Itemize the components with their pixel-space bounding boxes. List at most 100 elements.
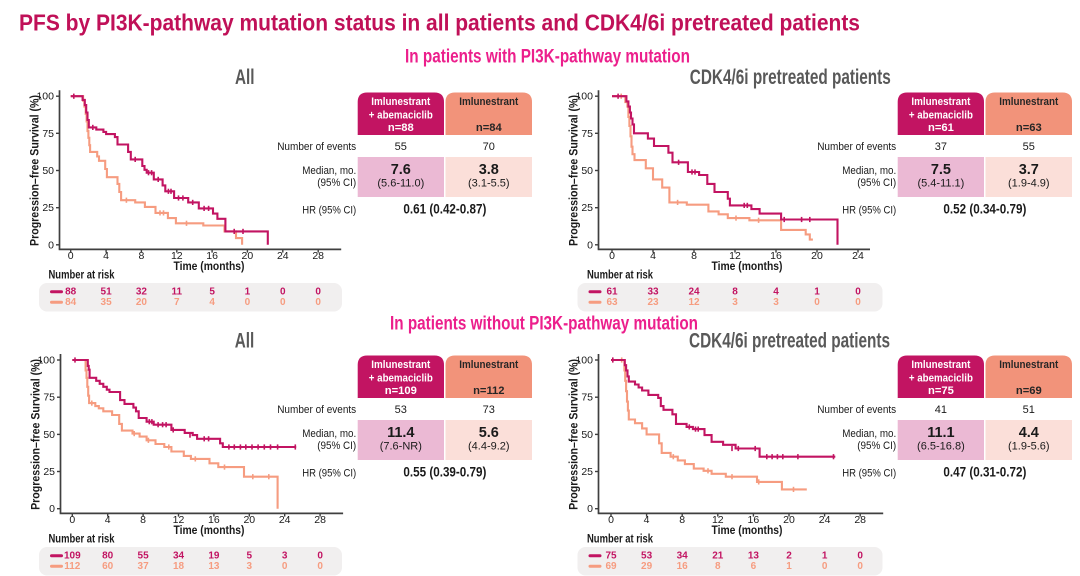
svg-text:0.55 (0.39-0.79): 0.55 (0.39-0.79) [403,464,486,480]
svg-text:(3.1-5.5): (3.1-5.5) [468,177,510,189]
svg-text:n=109: n=109 [385,385,417,397]
svg-text:53: 53 [395,404,407,416]
svg-text:6: 6 [751,561,757,572]
svg-text:25: 25 [42,202,54,214]
svg-text:4: 4 [650,250,656,262]
svg-text:0: 0 [280,287,286,298]
svg-text:(1.9-4.9): (1.9-4.9) [1008,177,1050,189]
svg-text:1: 1 [786,561,792,572]
svg-text:84: 84 [65,297,77,308]
svg-text:20: 20 [811,250,823,262]
svg-text:Imlunestrant: Imlunestrant [459,359,518,371]
svg-text:In patients with PI3K-pathway: In patients with PI3K-pathway mutation [405,47,690,68]
svg-text:0: 0 [48,239,54,251]
svg-text:n=61: n=61 [928,122,954,134]
svg-text:75: 75 [581,128,593,140]
svg-text:0: 0 [609,250,615,262]
svg-text:+ abemaciclib: + abemaciclib [369,372,433,384]
svg-text:HR (95% CI): HR (95% CI) [842,205,896,217]
svg-text:PFS by PI3K-pathway mutation s: PFS by PI3K-pathway mutation status in a… [19,10,860,36]
svg-text:73: 73 [483,404,495,416]
svg-text:0: 0 [855,297,861,308]
svg-text:+ abemaciclib: + abemaciclib [369,109,433,121]
svg-text:34: 34 [173,551,185,562]
svg-text:100: 100 [36,91,54,103]
svg-text:8: 8 [140,514,146,526]
svg-text:Imlunestrant: Imlunestrant [911,359,970,371]
svg-text:0: 0 [280,297,286,308]
svg-text:70: 70 [483,141,495,153]
svg-text:(5.6-11.0): (5.6-11.0) [377,177,424,189]
svg-text:11.1: 11.1 [927,425,954,441]
svg-text:n=75: n=75 [928,385,954,397]
svg-text:Number of events: Number of events [277,404,356,416]
svg-text:Number at risk: Number at risk [587,534,653,546]
svg-text:88: 88 [65,287,77,298]
svg-text:Number of events: Number of events [817,141,896,153]
svg-text:60: 60 [102,561,114,572]
svg-text:0: 0 [245,297,251,308]
svg-text:All: All [235,66,255,89]
svg-text:33: 33 [647,287,659,298]
svg-text:Number at risk: Number at risk [49,270,115,282]
svg-text:(4.4-9.2): (4.4-9.2) [468,440,510,452]
svg-text:0: 0 [315,297,321,308]
svg-text:12: 12 [712,514,724,526]
svg-text:23: 23 [647,297,659,308]
svg-text:0: 0 [822,561,828,572]
svg-text:1: 1 [245,287,251,298]
svg-text:7.6: 7.6 [391,162,411,178]
svg-text:37: 37 [138,561,150,572]
svg-text:12: 12 [688,297,700,308]
svg-text:19: 19 [208,551,220,562]
svg-text:Median, mo.: Median, mo. [302,428,356,440]
svg-text:50: 50 [43,429,55,441]
svg-text:3: 3 [773,297,779,308]
svg-text:Progression–free Survival (%): Progression–free Survival (%) [29,359,43,510]
svg-text:28: 28 [312,250,324,262]
svg-text:3: 3 [282,551,288,562]
svg-text:69: 69 [605,561,617,572]
svg-text:5: 5 [247,551,253,562]
svg-text:Time (months): Time (months) [174,523,245,537]
svg-text:0: 0 [68,250,74,262]
svg-text:8: 8 [679,514,685,526]
svg-text:20: 20 [783,514,795,526]
svg-text:4: 4 [209,297,215,308]
svg-text:51: 51 [1023,404,1035,416]
svg-text:16: 16 [770,250,782,262]
svg-text:75: 75 [42,128,54,140]
svg-text:In patients without PI3K-pathw: In patients without PI3K-pathway mutatio… [390,313,698,334]
svg-text:n=84: n=84 [476,122,503,134]
svg-text:37: 37 [935,141,947,153]
svg-text:41: 41 [935,404,947,416]
svg-text:3: 3 [732,297,738,308]
svg-text:75: 75 [605,551,617,562]
svg-text:12: 12 [173,514,185,526]
svg-text:50: 50 [581,429,593,441]
svg-text:0: 0 [857,551,863,562]
svg-text:0: 0 [608,514,614,526]
svg-text:61: 61 [606,287,618,298]
svg-text:5: 5 [209,287,215,298]
svg-text:0.52 (0.34-0.79): 0.52 (0.34-0.79) [943,201,1026,217]
svg-text:Imlunestrant: Imlunestrant [371,96,430,108]
svg-text:(5.4-11.1): (5.4-11.1) [917,177,964,189]
svg-text:4.4: 4.4 [1019,425,1039,441]
svg-text:20: 20 [136,297,148,308]
svg-text:Number at risk: Number at risk [587,270,653,282]
svg-text:55: 55 [395,141,407,153]
svg-text:Imlunestrant: Imlunestrant [911,96,970,108]
svg-text:16: 16 [748,514,760,526]
svg-text:0: 0 [855,287,861,298]
svg-text:13: 13 [748,551,760,562]
svg-text:(95% CI): (95% CI) [857,440,896,452]
svg-text:CDK4/6i pretreated patients: CDK4/6i pretreated patients [689,330,890,353]
svg-text:Time (months): Time (months) [712,523,783,537]
svg-text:55: 55 [1023,141,1035,153]
svg-text:4: 4 [644,514,650,526]
svg-text:+ abemaciclib: + abemaciclib [909,372,973,384]
svg-text:n=112: n=112 [473,385,504,397]
svg-text:51: 51 [101,287,113,298]
svg-text:25: 25 [581,466,593,478]
